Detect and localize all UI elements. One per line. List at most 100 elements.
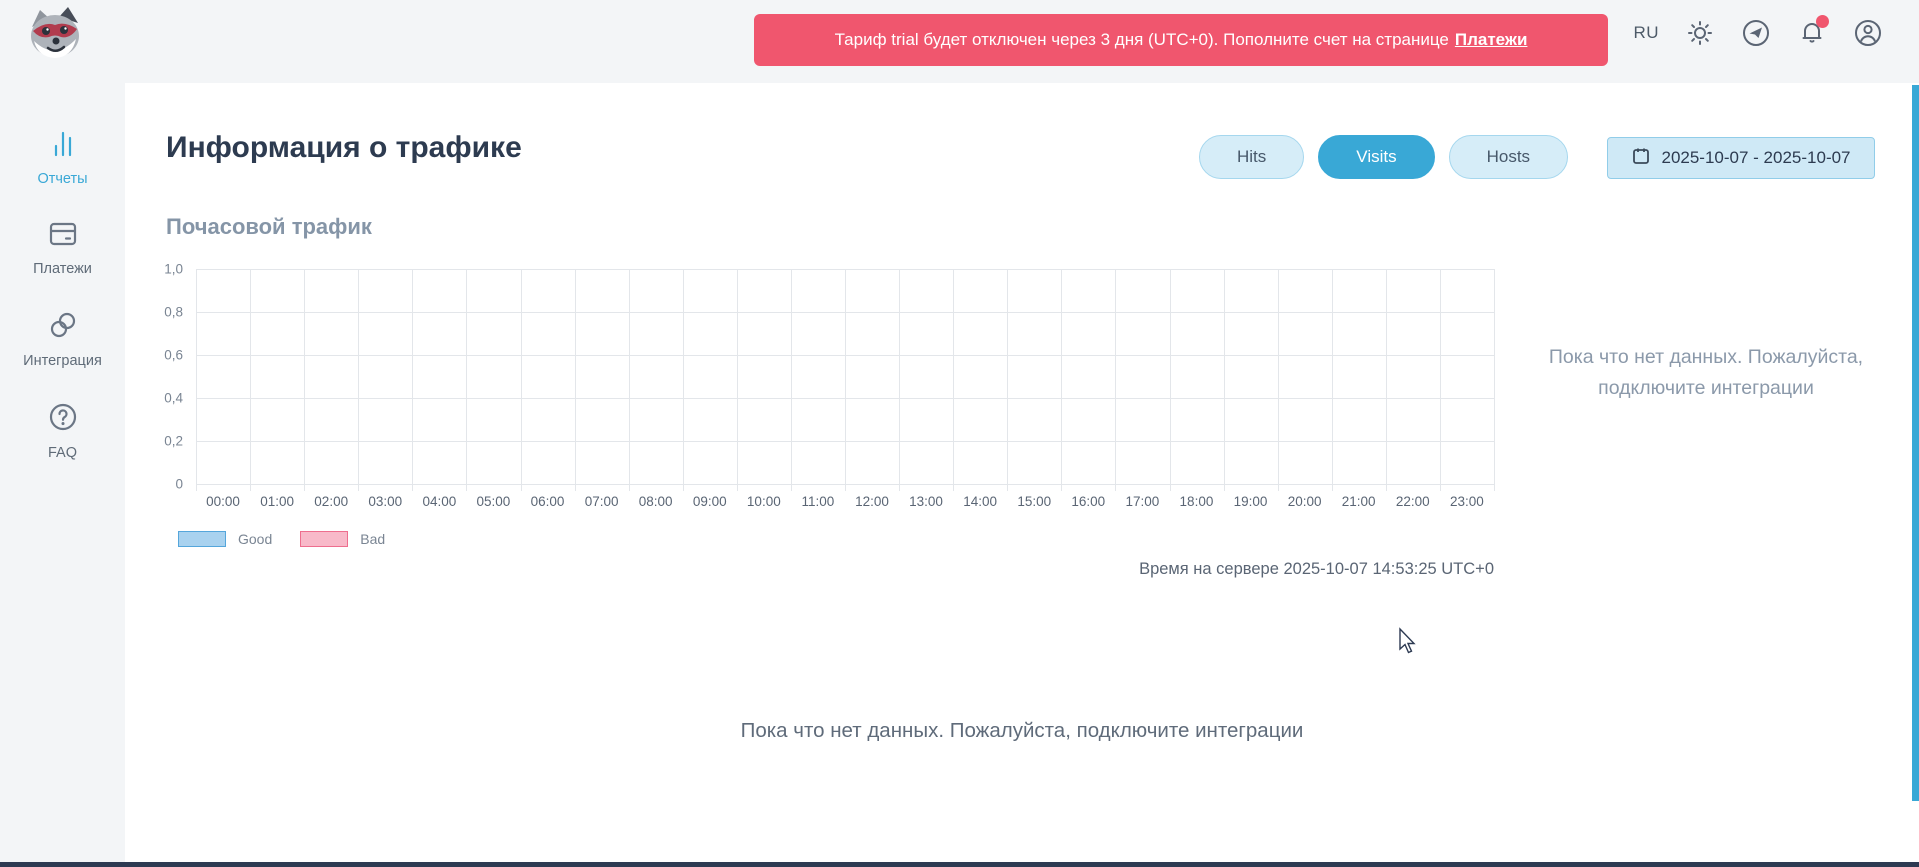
- vertical-scrollbar-thumb[interactable]: [1912, 85, 1919, 801]
- y-tick-label: 0,8: [164, 304, 183, 320]
- empty-data-bottom-message: Пока что нет данных. Пожалуйста, подключ…: [740, 719, 1304, 742]
- section-title: Почасовой трафик: [166, 214, 372, 239]
- sidebar-item-label: Интеграция: [23, 353, 102, 369]
- x-tick-label: 06:00: [530, 494, 565, 509]
- sidebar-item-integration[interactable]: Интеграция: [23, 309, 102, 369]
- legend-item: Bad: [300, 531, 385, 547]
- chart-legend: Good Bad: [178, 531, 385, 547]
- mouse-cursor: [1399, 627, 1416, 654]
- link-icon: [47, 309, 79, 346]
- bar-chart-icon: [47, 129, 79, 164]
- tab-hits[interactable]: Hits: [1199, 135, 1305, 179]
- gridline-vertical: [466, 269, 468, 491]
- gridline-vertical: [412, 269, 414, 491]
- gridline-vertical: [1007, 269, 1009, 491]
- empty-data-side-message: Пока что нет данных. Пожалуйста, подключ…: [1548, 346, 1864, 399]
- x-tick-label: 09:00: [692, 494, 727, 509]
- gridline-vertical: [1115, 269, 1117, 491]
- x-tick-label: 19:00: [1233, 494, 1268, 509]
- date-range-picker[interactable]: 2025-10-07 - 2025-10-07: [1607, 137, 1875, 179]
- gridline-vertical: [574, 269, 576, 491]
- x-tick-label: 22:00: [1395, 494, 1430, 509]
- notifications-bell-icon[interactable]: [1797, 15, 1829, 48]
- gridline-vertical: [250, 269, 252, 491]
- legend-label: Bad: [360, 531, 386, 547]
- gridline-vertical: [1223, 269, 1225, 491]
- plot-area: 1,0 0,8 0,6 0,4 0,2 0: [164, 262, 1495, 492]
- gridline-vertical: [520, 269, 522, 491]
- y-tick-label: 0,4: [164, 390, 183, 406]
- credit-card-icon: [47, 219, 79, 254]
- y-tick-label: 1,0: [164, 261, 183, 277]
- x-tick-label: 16:00: [1071, 494, 1106, 509]
- x-tick-label: 17:00: [1125, 494, 1160, 509]
- sidebar-item-reports[interactable]: Отчеты: [37, 129, 88, 187]
- x-axis-labels: 00:00 01:00 02:00 03:00 04:00 05:00 06:00 07:00…: [196, 494, 1494, 509]
- gridline-vertical: [899, 269, 901, 491]
- y-tick-label: 0: [175, 476, 183, 492]
- gridline-vertical: [790, 269, 792, 491]
- gridline-vertical: [1061, 269, 1063, 491]
- x-tick-label: 21:00: [1341, 494, 1376, 509]
- x-tick-label: 15:00: [1017, 494, 1052, 509]
- x-tick-label: 01:00: [260, 494, 295, 509]
- language-switcher[interactable]: RU: [1633, 23, 1659, 42]
- sidebar-item-label: Платежи: [33, 261, 92, 277]
- banner-text: Тариф trial будет отключен через 3 дня (…: [834, 30, 1449, 49]
- bottom-accent-bar: [0, 862, 1919, 867]
- sidebar-item-faq[interactable]: FAQ: [47, 401, 79, 461]
- date-range-value: 2025-10-07 - 2025-10-07: [1661, 148, 1851, 167]
- sidebar-item-payments[interactable]: Платежи: [33, 219, 92, 277]
- raccoon-logo[interactable]: [20, 5, 90, 63]
- profile-icon[interactable]: [1853, 18, 1883, 48]
- x-tick-label: 03:00: [368, 494, 403, 509]
- gridline-vertical: [358, 269, 360, 491]
- tab-hosts[interactable]: Hosts: [1448, 135, 1569, 179]
- x-tick-label: 04:00: [422, 494, 457, 509]
- gridline-vertical: [736, 269, 738, 491]
- banner-payments-link[interactable]: Платежи: [1454, 30, 1528, 49]
- gridline-vertical: [628, 269, 630, 491]
- page-title: Информация о трафике: [166, 131, 522, 164]
- x-tick-label: 11:00: [801, 494, 835, 509]
- gridline-vertical: [1385, 269, 1387, 491]
- sidebar-item-label: Отчеты: [37, 171, 88, 187]
- header-actions: RU: [1633, 15, 1883, 48]
- theme-sun-icon[interactable]: [1685, 18, 1715, 48]
- x-tick-label: 05:00: [476, 494, 511, 509]
- gridline-vertical: [304, 269, 306, 491]
- x-tick-label: 10:00: [746, 494, 781, 509]
- gridline-vertical: [1331, 269, 1333, 491]
- legend-label: Good: [238, 531, 273, 547]
- telegram-icon[interactable]: [1741, 18, 1771, 48]
- gridline-vertical: [1277, 269, 1279, 491]
- logo-ear-right: [59, 7, 78, 23]
- sidebar-nav: Отчеты Платежи Интеграция: [0, 129, 125, 461]
- gridline-vertical: [1494, 269, 1495, 491]
- server-time: Время на сервере 2025-10-07 14:53:25 UTC…: [1139, 560, 1494, 578]
- legend-swatch: [178, 531, 226, 547]
- tab-visits[interactable]: Visits: [1318, 135, 1435, 179]
- gridline-vertical: [845, 269, 846, 491]
- gridline-vertical: [953, 269, 955, 491]
- x-tick-label: 20:00: [1287, 494, 1322, 509]
- legend-swatch: [300, 531, 349, 547]
- question-circle-icon: [47, 401, 79, 438]
- x-tick-label: 02:00: [314, 494, 349, 509]
- gridline-vertical: [1439, 269, 1441, 491]
- y-tick-label: 0,2: [164, 433, 183, 449]
- y-tick-label: 0,6: [164, 347, 183, 363]
- x-tick-label: 23:00: [1449, 494, 1484, 509]
- sidebar-item-label: FAQ: [47, 445, 77, 461]
- notification-dot: [1816, 15, 1829, 28]
- x-tick-label: 18:00: [1179, 494, 1214, 509]
- x-tick-label: 00:00: [206, 494, 240, 509]
- metric-tabs: Hits Visits Hosts: [1199, 135, 1569, 179]
- gridline-vertical: [196, 269, 197, 491]
- gridline-vertical: [682, 269, 684, 491]
- x-tick-label: 07:00: [584, 494, 619, 509]
- legend-item: Good: [178, 531, 272, 547]
- x-tick-label: 08:00: [638, 494, 673, 509]
- calendar-icon: [1631, 146, 1651, 171]
